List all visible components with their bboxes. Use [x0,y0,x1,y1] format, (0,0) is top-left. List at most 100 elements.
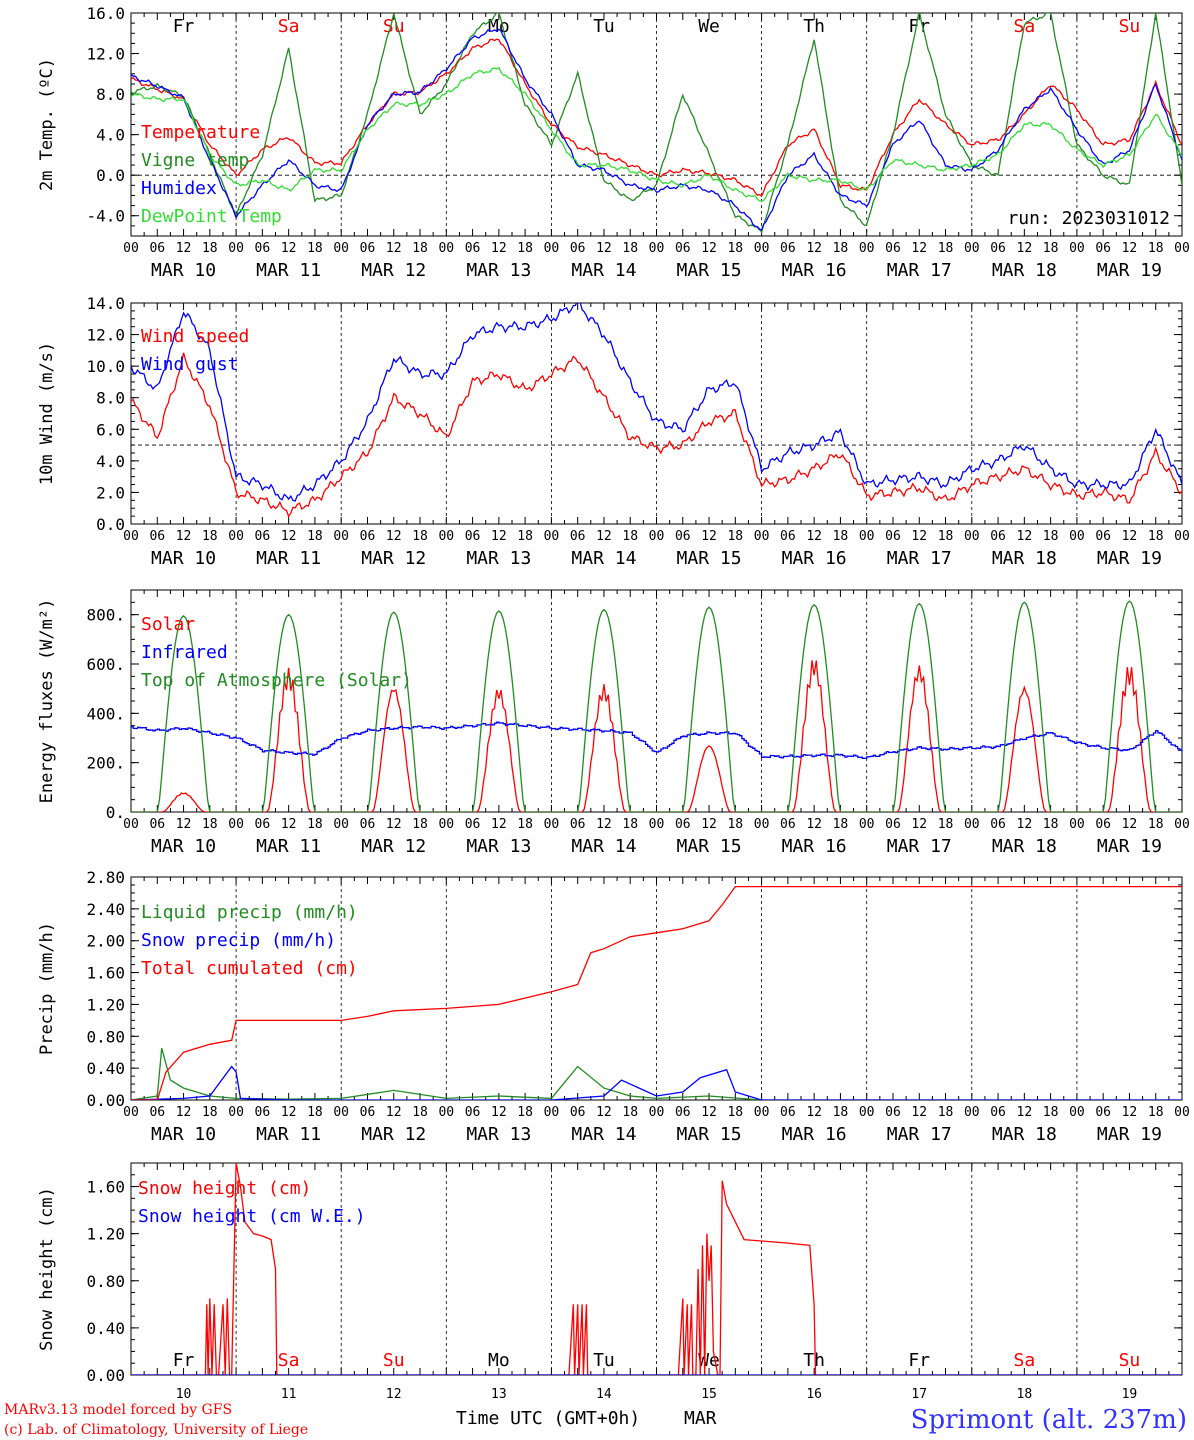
series-line-wind-gust [131,303,1182,502]
series-line-top-of-atmosphere-solar- [131,600,1182,812]
hour-label: 06 [360,241,376,256]
hour-label: 18 [938,817,954,832]
hour-label: 12 [1122,817,1138,832]
date-label: MAR 14 [571,836,636,857]
hour-label: 18 [517,241,533,256]
legend-entry: Solar [141,614,195,635]
y-tick-label: 4.0 [96,126,125,145]
date-label: MAR 17 [887,548,952,569]
hour-label: 06 [675,1105,691,1120]
weekday-label: Th [803,1350,825,1371]
hour-label: 00 [859,241,875,256]
date-label: MAR 17 [887,836,952,857]
hour-label: 12 [596,1105,612,1120]
date-label: MAR 13 [466,836,531,857]
hour-label: 00 [649,241,665,256]
y-tick-label: 4.0 [96,452,125,471]
y-tick-label: 0.00 [86,1091,125,1110]
hour-label: 12 [281,529,297,544]
hour-label: 00 [964,529,980,544]
hour-label: 12 [806,817,822,832]
hour-label: 12 [491,1105,507,1120]
hour-label: 06 [1095,817,1111,832]
hour-label: 00 [333,1105,349,1120]
hour-label: 12 [386,529,402,544]
hour-label: 12 [911,1105,927,1120]
hour-label: 00 [544,1105,560,1120]
hour-label: 00 [859,529,875,544]
hour-label: 00 [1174,529,1190,544]
hour-label: 18 [622,1105,638,1120]
day-number-label: 15 [701,1387,717,1402]
panel-4: 0.00 0.40 0.80 1.20 1.60 2.00 2.40 2.80 Precip (… [37,868,1190,1145]
hour-label: 18 [1148,529,1164,544]
hour-label: 06 [465,817,481,832]
hour-label: 18 [202,241,218,256]
hour-label: 12 [491,817,507,832]
y-tick-label: 0.40 [86,1319,125,1338]
day-number-label: 14 [596,1387,612,1402]
hour-label: 12 [491,529,507,544]
hour-label: 18 [833,241,849,256]
hour-label: 18 [622,241,638,256]
y-tick-label: 1.60 [86,964,125,983]
hour-label: 18 [202,529,218,544]
date-label: MAR 18 [992,1124,1057,1145]
hour-label: 18 [1043,241,1059,256]
hour-label: 06 [675,817,691,832]
hour-label: 00 [1174,241,1190,256]
plot-area [131,13,1182,235]
hour-label: 00 [438,529,454,544]
hour-label: 18 [412,1105,428,1120]
hour-label: 18 [938,1105,954,1120]
hour-label: 06 [885,241,901,256]
legend-entry: Infrared [141,642,228,663]
weekday-label: Tu [593,1350,615,1371]
hour-label: 12 [596,817,612,832]
series-line-wind-speed [131,352,1182,518]
y-tick-label: 0.40 [86,1059,125,1078]
legend-entry: Total cumulated (cm) [141,958,358,979]
y-tick-label: 0.0 [96,166,125,185]
hour-label: 00 [544,817,560,832]
panel-2: 0.0 2.0 4.0 6.0 8.0 10.0 12.0 14.0 10m Wind (m/s… [37,294,1190,569]
hour-label: 00 [228,241,244,256]
y-tick-label: 6.0 [96,420,125,439]
hour-label: 06 [885,817,901,832]
hour-label: 12 [701,241,717,256]
hour-label: 12 [1122,529,1138,544]
plot-area [131,600,1182,812]
hour-label: 06 [990,241,1006,256]
date-label: MAR 16 [782,836,847,857]
hour-label: 12 [1017,817,1033,832]
date-label: MAR 10 [151,548,216,569]
date-label: MAR 10 [151,260,216,281]
y-tick-label: 2.40 [86,900,125,919]
date-label: MAR 14 [571,548,636,569]
weekday-label: Fr [908,1350,930,1371]
plot-area [131,303,1182,518]
series-line-infrared [131,721,1182,760]
hour-label: 12 [911,241,927,256]
run-annotation: run: 2023031012 [1007,208,1170,229]
y-tick-label: 600. [86,655,125,674]
hour-label: 06 [255,529,271,544]
y-axis-label: Snow height (cm) [37,1187,57,1351]
hour-label: 12 [176,1105,192,1120]
date-label: MAR 15 [677,1124,742,1145]
legend-entry: Snow height (cm W.E.) [138,1206,366,1227]
hour-label: 12 [491,241,507,256]
hour-label: 12 [911,529,927,544]
hour-label: 06 [149,529,165,544]
legend-entry: Top of Atmosphere (Solar) [141,670,412,691]
hour-label: 06 [1095,241,1111,256]
weekday-label: Sa [1014,1350,1036,1371]
hour-label: 00 [859,817,875,832]
y-axis-label: 10m Wind (m/s) [37,342,57,485]
hour-label: 18 [412,817,428,832]
legend-entry: Liquid precip (mm/h) [141,902,358,923]
hour-label: 18 [833,1105,849,1120]
hour-label: 18 [517,817,533,832]
date-label: MAR 19 [1097,260,1162,281]
